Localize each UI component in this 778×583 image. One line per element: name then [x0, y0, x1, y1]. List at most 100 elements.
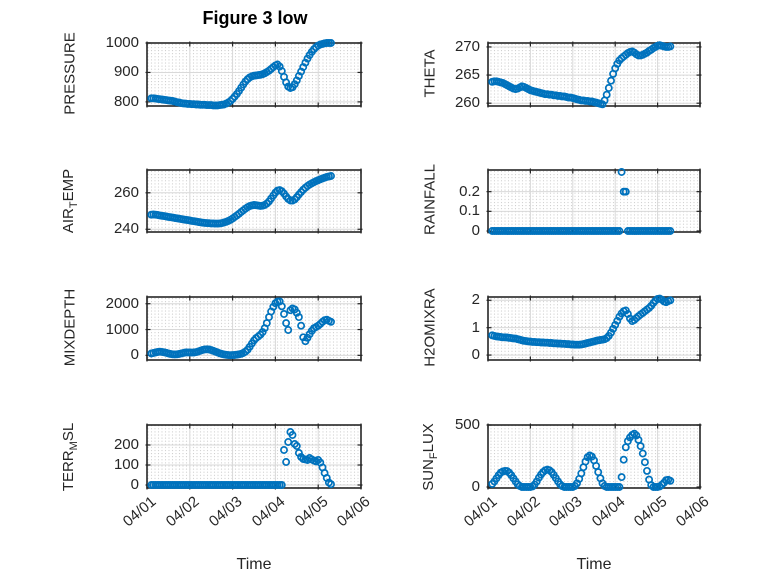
pressure-data-point — [226, 97, 235, 105]
mixdepth-y-tick-label: 1000 — [105, 320, 139, 338]
rainfall-data-point — [615, 227, 624, 235]
sun-flux-data-point — [619, 455, 628, 464]
rainfall-y-tick-label: 0.1 — [459, 202, 480, 220]
mixdepth-data-point — [277, 302, 286, 311]
theta-subplot — [486, 41, 702, 109]
h2omixra-data-point — [666, 296, 675, 305]
air-temp-tick-marks — [145, 168, 363, 234]
terr-msl-data-point — [292, 442, 301, 450]
terr-msl-data-point — [280, 446, 288, 454]
sun-flux-subplot — [486, 423, 702, 491]
mixdepth-data-point — [294, 313, 303, 322]
sun-flux-data-point — [640, 458, 649, 467]
terr-msl-y-axis-label: TERRMSL — [60, 422, 80, 491]
mixdepth-data-point — [282, 319, 291, 328]
theta-data-point — [598, 100, 607, 109]
rainfall-minor-grid — [488, 170, 700, 232]
h2omixra-subplot — [486, 294, 702, 362]
rainfall-major-grid — [488, 170, 700, 232]
sun-flux-data-point — [636, 442, 645, 451]
mixdepth-data-point — [327, 317, 335, 326]
mixdepth-subplot — [145, 295, 363, 362]
theta-minor-grid — [488, 43, 700, 106]
pressure-y-tick-label: 1000 — [105, 34, 139, 51]
sun-flux-data-point — [617, 473, 626, 482]
theta-tick-marks — [486, 41, 702, 108]
terr-msl-data-point — [277, 481, 286, 489]
pressure-y-tick-label: 900 — [113, 63, 139, 81]
rainfall-axes-box — [487, 169, 701, 233]
terr-msl-data-point — [282, 458, 291, 466]
terr-msl-y-tick-label: 0 — [130, 476, 139, 493]
h2omixra-y-tick-label: 1 — [471, 318, 480, 336]
pressure-axes-box — [146, 42, 362, 107]
sun-flux-y-tick-label: 500 — [454, 416, 480, 433]
rainfall-data-point — [621, 187, 630, 196]
mixdepth-data-point — [280, 310, 288, 318]
mixdepth-series — [147, 297, 335, 360]
terr-msl-subplot — [145, 423, 363, 490]
mixdepth-y-tick-label: 2000 — [105, 294, 139, 312]
theta-data-point — [604, 84, 613, 92]
rainfall-y-tick-label: 0.2 — [459, 182, 480, 200]
theta-major-grid — [488, 43, 700, 106]
air-temp-subplot — [145, 168, 363, 234]
h2omixra-data-point — [613, 316, 622, 325]
mixdepth-data-point — [297, 321, 306, 330]
rainfall-series — [488, 168, 675, 235]
sun-flux-y-axis-label: SUNFLUX — [420, 422, 440, 491]
x-axis-label-left: Time — [236, 556, 272, 573]
theta-data-point — [666, 42, 675, 51]
mixdepth-data-point — [284, 326, 293, 334]
h2omixra-y-tick-label: 2 — [471, 291, 480, 309]
h2omixra-y-tick-label: 0 — [471, 346, 480, 364]
terr-msl-data-point — [327, 480, 335, 489]
rainfall-subplot — [486, 168, 702, 235]
terr-msl-y-tick-label: 200 — [113, 436, 139, 453]
pressure-data-point — [327, 39, 335, 47]
terr-msl-series — [147, 428, 335, 489]
mixdepth-axes-box — [146, 296, 362, 361]
rainfall-data-point — [617, 168, 626, 176]
theta-y-tick-label: 270 — [454, 37, 480, 55]
terr-msl-y-tick-label: 100 — [113, 456, 139, 473]
h2omixra-axes-box — [487, 296, 701, 361]
air-temp-axes-box — [146, 169, 362, 233]
air-temp-y-tick-label: 260 — [113, 183, 139, 201]
pressure-y-tick-label: 800 — [113, 92, 139, 110]
mixdepth-data-point — [258, 328, 267, 337]
sun-flux-data-point — [615, 483, 624, 491]
theta-y-tick-label: 260 — [454, 94, 480, 112]
pressure-subplot — [145, 39, 363, 110]
terr-msl-minor-grid — [147, 425, 361, 488]
sun-flux-data-point — [666, 476, 675, 485]
rainfall-y-tick-label: 0 — [471, 222, 480, 240]
sun-flux-axes-box — [487, 424, 701, 489]
air-temp-series — [147, 172, 335, 228]
sun-flux-data-point — [638, 449, 647, 458]
theta-series — [488, 41, 675, 109]
figure-title: Figure 3 low — [202, 8, 308, 28]
h2omixra-series — [488, 294, 675, 349]
h2omixra-data-point — [611, 320, 620, 329]
theta-y-tick-label: 265 — [454, 66, 480, 84]
sun-flux-series — [488, 429, 675, 491]
rainfall-data-point — [666, 227, 675, 235]
h2omixra-data-point — [609, 324, 618, 333]
x-axis-label-right: Time — [576, 556, 612, 573]
mixdepth-y-tick-label: 0 — [130, 346, 139, 364]
sun-flux-y-tick-label: 0 — [471, 478, 480, 495]
air-temp-data-point — [327, 172, 335, 180]
terr-msl-major-grid — [147, 425, 361, 488]
pressure-data-point — [301, 58, 310, 67]
h2omixra-minor-grid — [488, 297, 700, 360]
pressure-series — [147, 39, 335, 110]
sun-flux-major-grid — [529, 425, 659, 488]
theta-data-point — [607, 76, 615, 85]
sun-flux-data-point — [643, 466, 651, 475]
air-temp-y-tick-label: 240 — [113, 220, 139, 238]
terr-msl-data-point — [288, 431, 297, 439]
theta-data-point — [602, 90, 611, 99]
